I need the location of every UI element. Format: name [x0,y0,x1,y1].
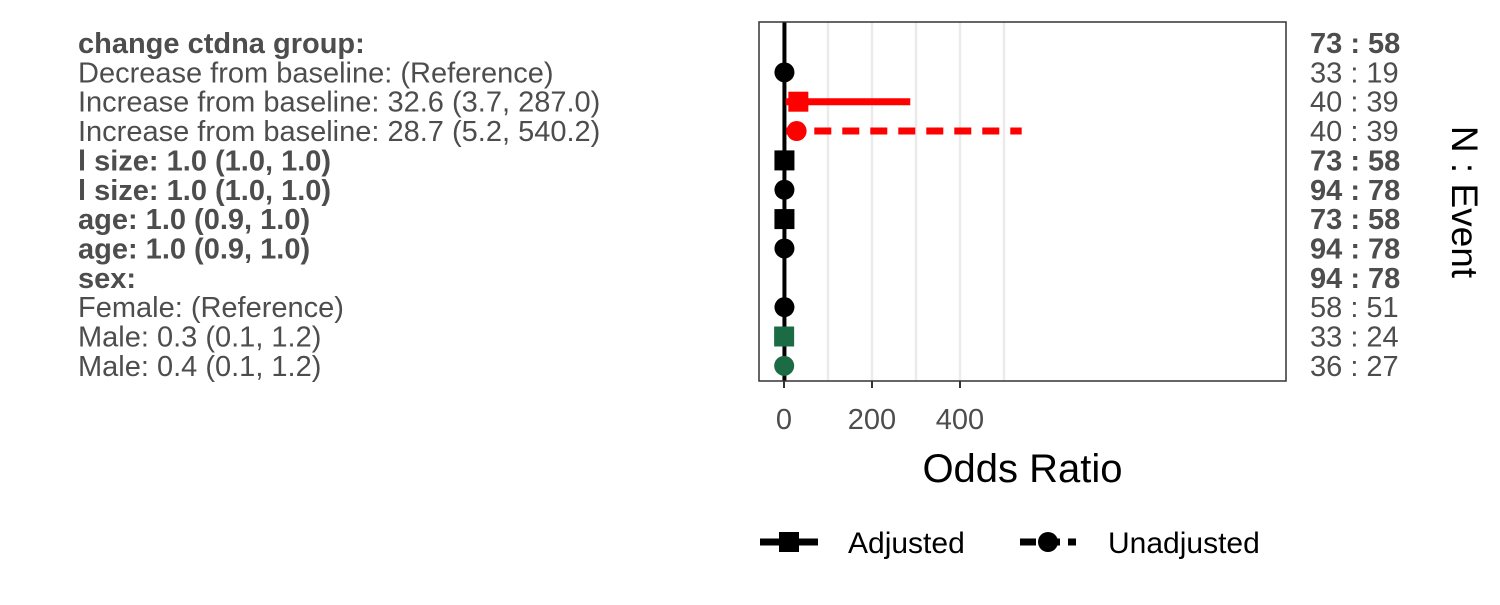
row-count: 36 : 27 [1310,351,1399,383]
row-count: 94 : 78 [1310,233,1400,265]
x-axis: 0 200 400 Odds Ratio N : Event [776,126,1485,491]
row-label: age: 1.0 (0.9, 1.0) [78,233,310,265]
legend-label: Adjusted [848,527,965,560]
row-label: l size: 1.0 (1.0, 1.0) [78,175,331,207]
row-count: 40 : 39 [1310,87,1399,119]
right-axis-title: N : Event [1444,126,1485,279]
row-count: 33 : 19 [1310,57,1399,89]
point-estimate-circle [786,121,807,142]
panel-background [759,22,1286,381]
panel-border [758,21,1287,382]
point-estimate-circle [774,297,795,318]
row-label: Male: 0.4 (0.1, 1.2) [78,351,321,383]
point-estimate-circle [774,179,795,200]
row-labels: change ctdna group:Decrease from baselin… [78,28,600,383]
row-label: Increase from baseline: 32.6 (3.7, 287.0… [78,87,600,119]
point-estimate-circle [774,62,795,83]
point-estimate-square [788,91,809,112]
x-tick-label: 0 [776,404,792,436]
legend-key-circle [1038,532,1058,552]
legend: Adjusted Unadjusted [760,527,1260,560]
x-tick-label: 200 [848,404,896,436]
x-tick-label: 400 [936,404,984,436]
row-label: Decrease from baseline: (Reference) [78,57,553,89]
row-label: age: 1.0 (0.9, 1.0) [78,204,310,236]
row-label: sex: [78,263,136,295]
row-label: change ctdna group: [78,28,365,60]
point-estimate-circle [774,355,795,376]
row-label: l size: 1.0 (1.0, 1.0) [78,145,331,177]
row-label: Male: 0.3 (0.1, 1.2) [78,322,321,354]
row-label: Female: (Reference) [78,292,344,324]
point-estimate-circle [774,238,795,259]
x-axis-title: Odds Ratio [922,447,1122,491]
row-count: 73 : 58 [1310,145,1400,177]
row-count: 94 : 78 [1310,263,1400,295]
row-count: 40 : 39 [1310,116,1399,148]
legend-key-square [779,532,799,552]
row-count: 33 : 24 [1310,322,1399,354]
point-estimate-square [774,150,795,171]
point-estimate-square [774,326,795,347]
row-label: Increase from baseline: 28.7 (5.2, 540.2… [78,116,600,148]
row-count: 73 : 58 [1310,204,1400,236]
row-count: 73 : 58 [1310,28,1400,60]
plot-panel [758,21,1287,382]
point-estimate-square [774,209,795,230]
row-count: 94 : 78 [1310,175,1400,207]
legend-label: Unadjusted [1108,527,1260,560]
row-count: 58 : 51 [1310,292,1399,324]
